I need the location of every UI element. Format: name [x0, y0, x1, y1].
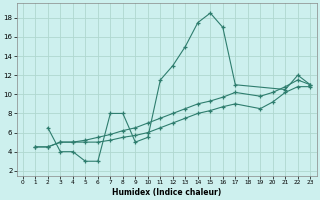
X-axis label: Humidex (Indice chaleur): Humidex (Indice chaleur) [112, 188, 221, 197]
